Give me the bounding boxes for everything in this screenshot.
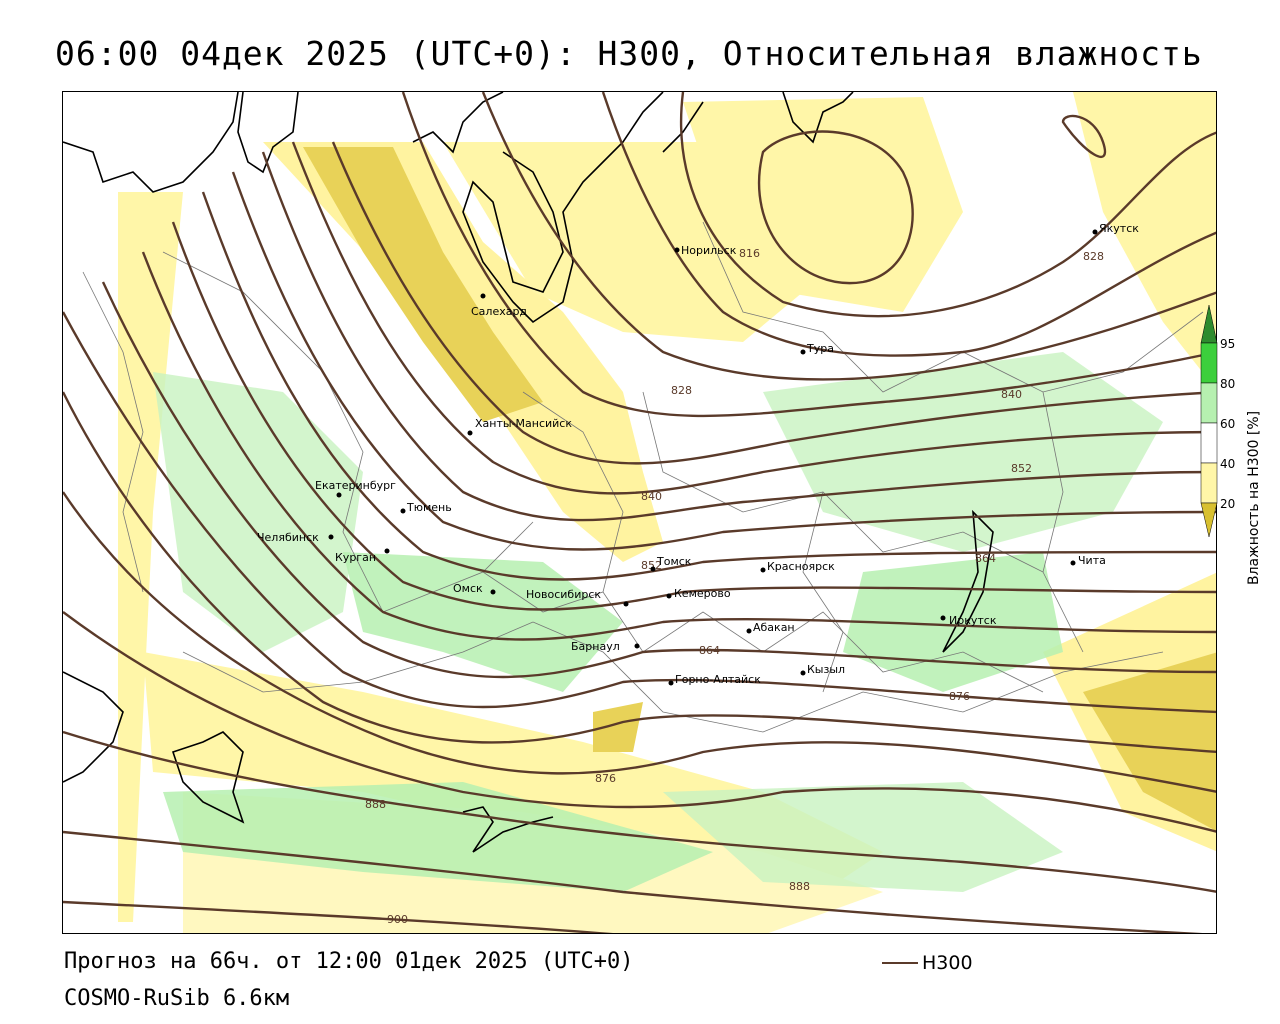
colorbar-scale [1200,305,1218,538]
city-label: Курган [335,551,376,564]
city-label: Барнаул [571,640,620,653]
map-canvas: 816 828 828 840 840 852 852 864 864 876 … [63,92,1216,933]
dry-southwest [143,652,883,892]
city-yakutsk: Якутск [1092,222,1139,235]
isoline-legend: H300 [882,952,973,974]
legend-line-swatch [882,962,918,964]
city-norilsk: Норильск [674,244,737,257]
isoline-label: 864 [699,644,720,657]
city-irkutsk: Иркутск [940,614,997,627]
city-label: Тура [806,342,834,355]
city-ekaterinburg: Екатеринбург [315,479,396,498]
weather-map[interactable]: 816 828 828 840 840 852 852 864 864 876 … [62,91,1217,934]
city-label: Челябинск [257,531,319,544]
city-tomsk: Томск [650,555,692,572]
isoline-label: 876 [949,690,970,703]
h300-isolines [63,92,1216,933]
city-label: Кемерово [674,587,731,600]
city-label: Абакан [753,621,795,634]
cities: Норильск Якутск Салехард Тура Ханты-Манс… [257,222,1139,686]
city-khanty-mansiysk: Ханты-Мансийск [467,417,572,436]
city-omsk: Омск [453,582,496,595]
colorbar-tick: 95 [1220,337,1236,351]
map-title: 06:00 04дек 2025 (UTC+0): H300, Относите… [55,34,1203,73]
city-kurgan: Курган [335,548,390,564]
isoline-label: 888 [789,880,810,893]
city-label: Новосибирск [526,588,601,601]
city-label: Тюмень [406,501,452,514]
city-label: Кызыл [807,663,845,676]
isoline-label: 864 [975,552,996,565]
city-label: Горно-Алтайск [675,673,761,686]
city-label: Красноярск [767,560,835,573]
model-name: COSMO-RuSib 6.6км [64,986,290,1011]
forecast-info: Прогноз на 66ч. от 12:00 01дек 2025 (UTC… [64,949,634,974]
city-label: Салехард [471,305,527,318]
colorbar-tick: 80 [1220,377,1236,391]
isoline-label: 900 [387,913,408,926]
moist-east [763,352,1163,552]
city-label: Норильск [681,244,737,257]
city-barnaul: Барнаул [571,640,640,653]
city-chita: Чита [1070,554,1106,567]
city-krasnoyarsk: Красноярск [760,560,835,573]
legend-label: H300 [922,952,973,974]
admin-borders [82,221,1204,733]
city-label: Екатеринбург [315,479,396,492]
moist-central [343,552,623,692]
isoline-label: 840 [1001,388,1022,401]
humidity-moist [153,352,1163,892]
moist-south [163,782,713,892]
city-tyumen: Тюмень [400,501,452,514]
isoline-label: 840 [641,490,662,503]
moist-west [153,372,363,652]
city-abakan: Абакан [746,621,795,634]
isoline-label: 816 [739,247,760,260]
isoline-label: 828 [1083,250,1104,263]
city-label: Якутск [1099,222,1139,235]
dry-northeast [683,97,963,312]
city-novosibirsk: Новосибирск [526,588,629,607]
city-label: Омск [453,582,483,595]
colorbar-title: Влажность на H300 [%] [1246,410,1262,585]
colorbar-tick: 60 [1220,417,1236,431]
dry-band-core [303,147,543,422]
colorbar-tick: 40 [1220,457,1236,471]
dry-far-east [1073,92,1216,390]
isoline-label: 852 [641,559,662,572]
city-kemerovo: Кемерово [666,587,731,600]
city-tura: Тура [800,342,834,355]
isoline-label: 852 [1011,462,1032,475]
city-label: Томск [656,555,692,568]
city-gorno-altaysk: Горно-Алтайск [668,673,761,686]
city-label: Ханты-Мансийск [475,417,572,430]
isoline-label: 888 [365,798,386,811]
colorbar-tick: 20 [1220,497,1236,511]
city-kyzyl: Кызыл [800,663,845,676]
city-chelyabinsk: Челябинск [257,531,334,544]
city-salekhard: Салехард [471,293,527,318]
isoline-labels: 816 828 828 840 840 852 852 864 864 876 … [365,247,1104,926]
isoline-label: 828 [671,384,692,397]
moist-south-center [663,782,1063,892]
dry-spot-south [593,702,643,752]
city-label: Иркутск [949,614,997,627]
humidity-colorbar: 95 80 60 40 20 [1198,305,1278,595]
city-label: Чита [1078,554,1106,567]
coastlines [63,92,994,853]
isoline-label: 876 [595,772,616,785]
dry-band-west [118,192,183,922]
